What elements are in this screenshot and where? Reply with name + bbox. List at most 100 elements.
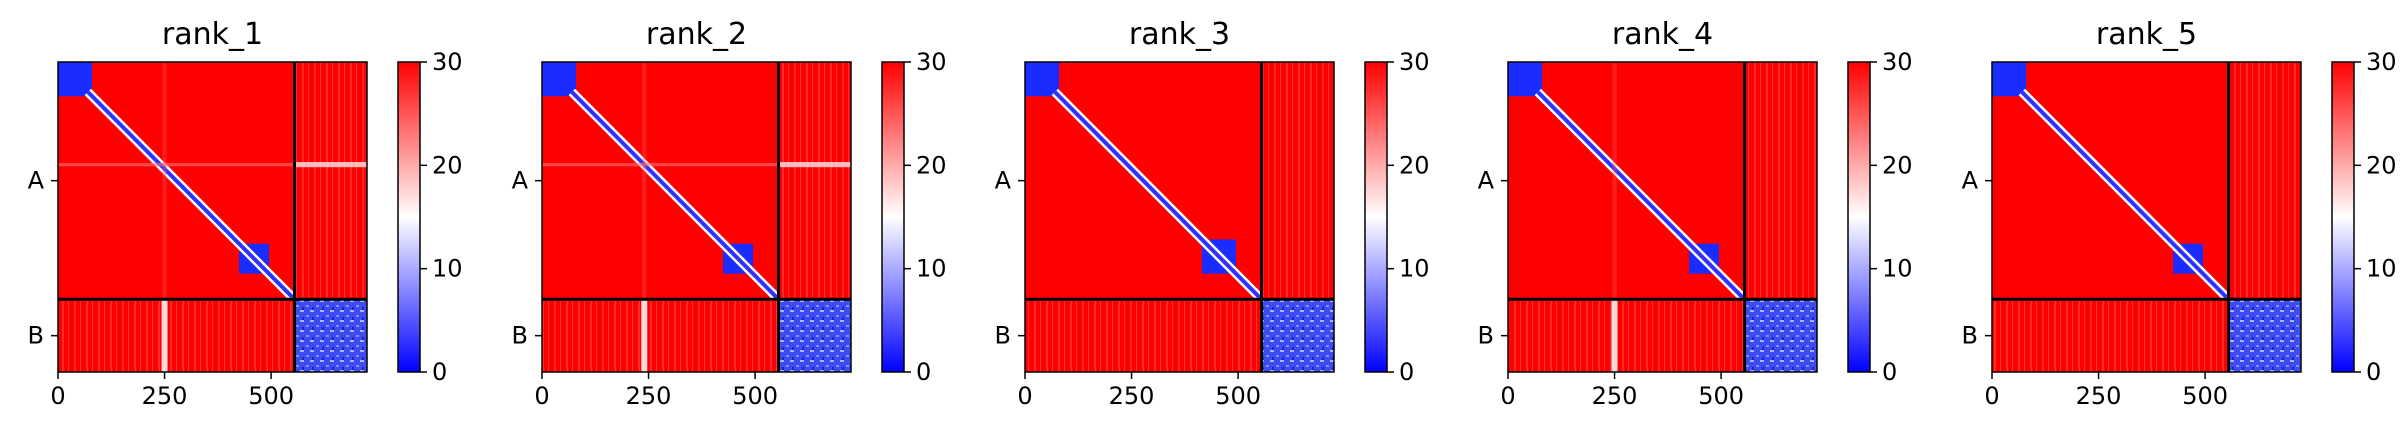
colorbar-tick-label: 10	[1399, 255, 1430, 283]
low-error-block	[2228, 299, 2301, 372]
interchain-block-ab	[2228, 62, 2301, 300]
colorbar-tick-label: 30	[2366, 48, 2397, 76]
vertical-stripe	[641, 299, 648, 372]
colorbar-tick-label: 30	[916, 48, 947, 76]
y-tick-label: B	[1478, 322, 1494, 350]
low-error-block	[1744, 299, 1817, 372]
colorbar-tick-label: 20	[916, 151, 947, 179]
interchain-block-ba	[1025, 299, 1262, 372]
x-tick-label: 250	[2076, 382, 2122, 410]
x-tick-label: 500	[732, 382, 778, 410]
horizontal-stripe	[778, 162, 851, 168]
low-error-block	[778, 299, 851, 372]
vertical-stripe	[162, 62, 167, 300]
axes-frame	[1991, 61, 2302, 373]
y-tick-label: B	[1962, 322, 1978, 350]
low-error-block	[58, 62, 93, 97]
panel-5: rank_5 0 250 500 A B 0 10 20 30	[1962, 17, 2397, 410]
colorbar-tick-label: 10	[432, 255, 463, 283]
x-tick-label: 500	[1698, 382, 1744, 410]
colorbar	[1847, 61, 1871, 373]
interchain-block-ba	[1992, 299, 2229, 372]
diagonal-line	[1053, 90, 1261, 299]
low-error-block	[542, 62, 577, 97]
x-tick-label: 250	[1109, 382, 1155, 410]
panel-1: rank_1 0 250 500 A B 0 10 20 30	[28, 17, 463, 410]
y-tick-label: A	[995, 167, 1012, 195]
colorbar-tick-label: 0	[432, 358, 447, 386]
colorbar-tick-label: 0	[916, 358, 931, 386]
diagonal-line	[570, 90, 778, 299]
x-tick-label: 250	[142, 382, 188, 410]
interchain-block-ba	[542, 299, 779, 372]
colorbar-tick-label: 0	[2366, 358, 2381, 386]
colorbar-tick-label: 30	[1399, 48, 1430, 76]
x-tick-label: 500	[1215, 382, 1261, 410]
colorbar	[397, 61, 421, 373]
horizontal-stripe	[58, 162, 295, 167]
interchain-block-ab	[294, 62, 367, 300]
diagonal-line	[2020, 90, 2228, 299]
interchain-block-ab	[1261, 62, 1334, 300]
panel-3: rank_3 0 250 500 A B 0 10 20 30	[995, 17, 1430, 410]
interchain-block-ab	[778, 62, 851, 300]
y-tick-label: A	[1962, 167, 1979, 195]
diagonal-line	[1536, 90, 1744, 299]
low-error-block	[1261, 299, 1334, 372]
x-tick-label: 0	[1500, 382, 1515, 410]
x-tick-label: 0	[1017, 382, 1032, 410]
vertical-stripe	[161, 299, 168, 372]
interchain-block-ba	[58, 299, 295, 372]
y-tick-label: A	[1478, 167, 1495, 195]
low-error-block	[1025, 62, 1060, 97]
diagonal-line	[86, 90, 294, 299]
axes-frame	[541, 61, 852, 373]
interchain-block-ba	[1508, 299, 1745, 372]
colorbar	[881, 61, 905, 373]
horizontal-stripe	[294, 162, 367, 168]
vertical-stripe	[1612, 62, 1617, 300]
x-tick-label: 500	[248, 382, 294, 410]
y-tick-label: B	[995, 322, 1011, 350]
axes-frame	[57, 61, 368, 373]
horizontal-stripe	[542, 162, 779, 167]
low-error-block	[1992, 62, 2027, 97]
vertical-stripe	[642, 62, 647, 300]
axes-frame	[1507, 61, 1818, 373]
colorbar-tick-label: 30	[432, 48, 463, 76]
panel-title: rank_1	[162, 17, 263, 52]
interchain-block-ab	[1744, 62, 1817, 300]
x-tick-label: 500	[2182, 382, 2228, 410]
colorbar-tick-label: 10	[1882, 255, 1913, 283]
x-tick-label: 0	[534, 382, 549, 410]
panel-title: rank_5	[2096, 17, 2197, 52]
colorbar-tick-label: 20	[432, 151, 463, 179]
axes-frame	[1024, 61, 1335, 373]
y-tick-label: B	[28, 322, 44, 350]
colorbar-tick-label: 20	[1882, 151, 1913, 179]
x-tick-label: 250	[1592, 382, 1638, 410]
vertical-stripe	[1611, 299, 1618, 372]
low-error-block	[1508, 62, 1543, 97]
y-tick-label: A	[28, 167, 45, 195]
colorbar-tick-label: 30	[1882, 48, 1913, 76]
colorbar-tick-label: 10	[2366, 255, 2397, 283]
colorbar-tick-label: 10	[916, 255, 947, 283]
colorbar-tick-label: 0	[1399, 358, 1414, 386]
low-error-block	[294, 299, 367, 372]
x-tick-label: 0	[1984, 382, 1999, 410]
y-tick-label: B	[512, 322, 528, 350]
panel-4: rank_4 0 250 500 A B 0 10 20 30	[1478, 17, 1913, 410]
colorbar	[1364, 61, 1388, 373]
x-tick-label: 250	[626, 382, 672, 410]
x-tick-label: 0	[50, 382, 65, 410]
y-tick-label: A	[512, 167, 529, 195]
panel-title: rank_2	[646, 17, 747, 52]
panel-2: rank_2 0 250 500 A B 0 10 20 30	[512, 17, 947, 410]
colorbar-tick-label: 20	[1399, 151, 1430, 179]
colorbar-tick-label: 20	[2366, 151, 2397, 179]
panel-title: rank_4	[1612, 17, 1713, 52]
colorbar-tick-label: 0	[1882, 358, 1897, 386]
